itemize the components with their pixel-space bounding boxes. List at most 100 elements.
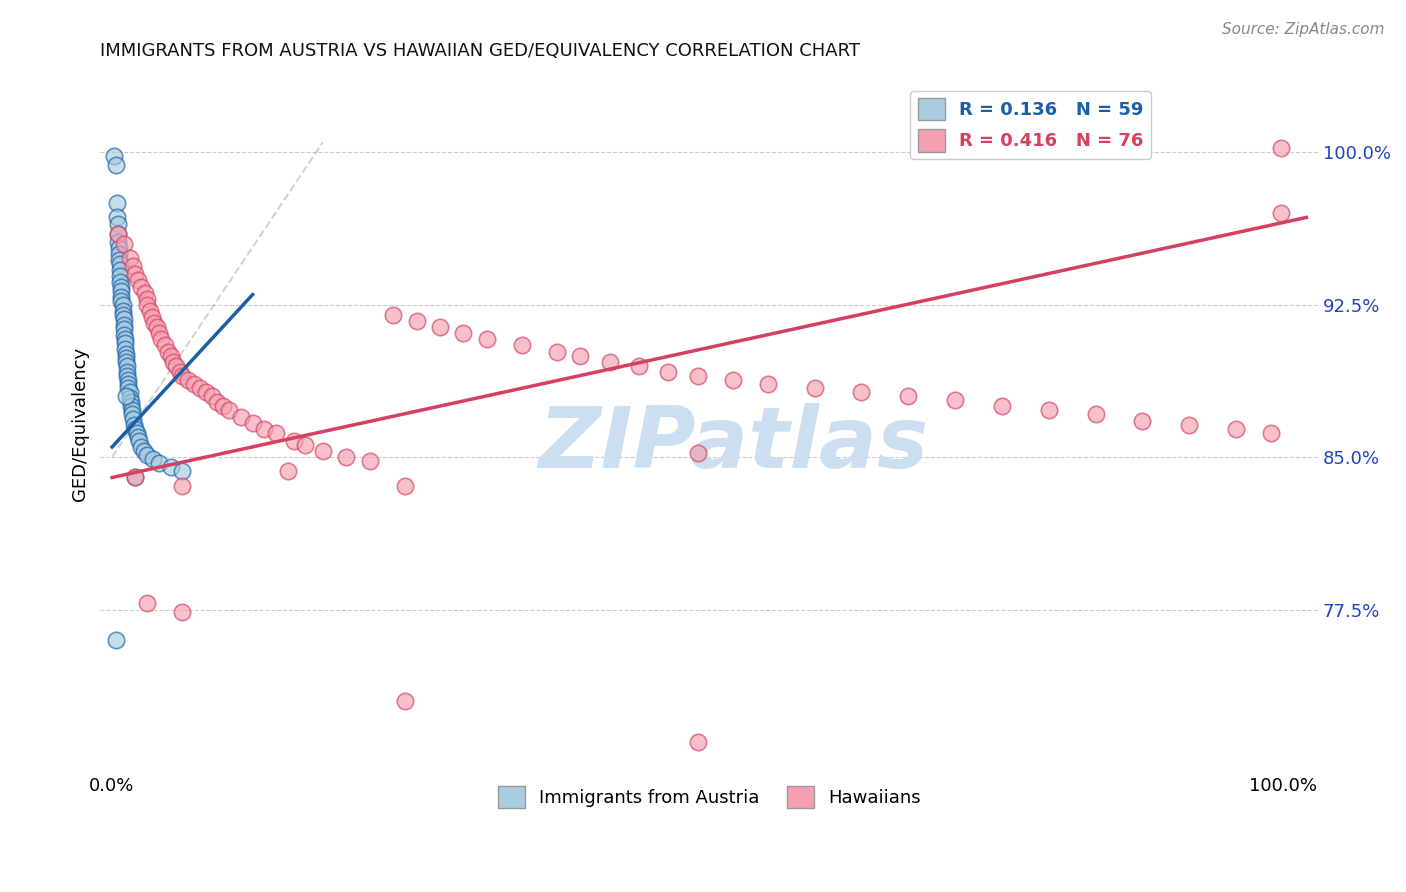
Point	[111, 304, 134, 318]
Point	[110, 263, 132, 277]
Point	[183, 377, 205, 392]
Point	[686, 446, 709, 460]
Y-axis label: GED/Equivalency: GED/Equivalency	[72, 347, 89, 500]
Point	[803, 381, 825, 395]
Point	[108, 241, 131, 255]
Point	[108, 253, 131, 268]
Point	[145, 320, 167, 334]
Point	[453, 326, 475, 341]
Point	[110, 279, 132, 293]
Point	[120, 400, 142, 414]
Point	[115, 389, 138, 403]
Point	[117, 365, 139, 379]
Point	[124, 417, 146, 432]
Point	[1084, 408, 1107, 422]
Point	[686, 368, 709, 383]
Text: IMMIGRANTS FROM AUSTRIA VS HAWAIIAN GED/EQUIVALENCY CORRELATION CHART: IMMIGRANTS FROM AUSTRIA VS HAWAIIAN GED/…	[100, 42, 860, 60]
Point	[510, 338, 533, 352]
Point	[150, 332, 173, 346]
Point	[218, 403, 240, 417]
Point	[657, 365, 679, 379]
Point	[143, 316, 166, 330]
Point	[283, 434, 305, 448]
Point	[136, 298, 159, 312]
Point	[122, 411, 145, 425]
Point	[177, 373, 200, 387]
Point	[148, 326, 170, 341]
Point	[114, 332, 136, 346]
Point	[105, 211, 128, 225]
Point	[312, 444, 335, 458]
Point	[127, 273, 149, 287]
Point	[112, 236, 135, 251]
Point	[112, 328, 135, 343]
Point	[110, 269, 132, 284]
Point	[117, 373, 139, 387]
Point	[943, 393, 966, 408]
Point	[112, 312, 135, 326]
Point	[242, 416, 264, 430]
Point	[136, 597, 159, 611]
Point	[131, 279, 153, 293]
Point	[107, 217, 129, 231]
Point	[115, 346, 138, 360]
Point	[169, 365, 191, 379]
Point	[756, 377, 779, 392]
Legend: Immigrants from Austria, Hawaiians: Immigrants from Austria, Hawaiians	[491, 779, 928, 815]
Point	[1260, 425, 1282, 440]
Point	[394, 694, 416, 708]
Point	[117, 377, 139, 392]
Point	[141, 310, 163, 324]
Point	[194, 385, 217, 400]
Point	[991, 400, 1014, 414]
Point	[110, 276, 132, 290]
Point	[118, 391, 141, 405]
Point	[1178, 417, 1201, 432]
Point	[132, 444, 155, 458]
Point	[134, 285, 156, 300]
Point	[172, 368, 194, 383]
Point	[115, 351, 138, 365]
Point	[128, 434, 150, 448]
Point	[172, 464, 194, 478]
Text: Source: ZipAtlas.com: Source: ZipAtlas.com	[1222, 22, 1385, 37]
Point	[382, 308, 405, 322]
Point	[157, 344, 180, 359]
Point	[136, 292, 159, 306]
Point	[475, 332, 498, 346]
Point	[131, 440, 153, 454]
Point	[1132, 414, 1154, 428]
Point	[405, 314, 427, 328]
Point	[124, 470, 146, 484]
Point	[1270, 206, 1292, 220]
Point	[153, 338, 176, 352]
Point	[118, 251, 141, 265]
Text: ZIPatlas: ZIPatlas	[538, 403, 929, 486]
Point	[136, 448, 159, 462]
Point	[721, 373, 744, 387]
Point	[277, 464, 299, 478]
Point	[112, 322, 135, 336]
Point	[599, 354, 621, 368]
Point	[162, 354, 184, 368]
Point	[110, 257, 132, 271]
Point	[104, 633, 127, 648]
Point	[359, 454, 381, 468]
Point	[107, 227, 129, 241]
Point	[124, 422, 146, 436]
Point	[138, 304, 160, 318]
Point	[121, 403, 143, 417]
Point	[114, 343, 136, 357]
Point	[121, 408, 143, 422]
Point	[124, 470, 146, 484]
Point	[172, 478, 194, 492]
Point	[207, 395, 229, 409]
Point	[142, 452, 165, 467]
Point	[159, 460, 181, 475]
Point	[429, 320, 451, 334]
Point	[851, 385, 873, 400]
Point	[117, 381, 139, 395]
Point	[110, 290, 132, 304]
Point	[117, 368, 139, 383]
Point	[104, 158, 127, 172]
